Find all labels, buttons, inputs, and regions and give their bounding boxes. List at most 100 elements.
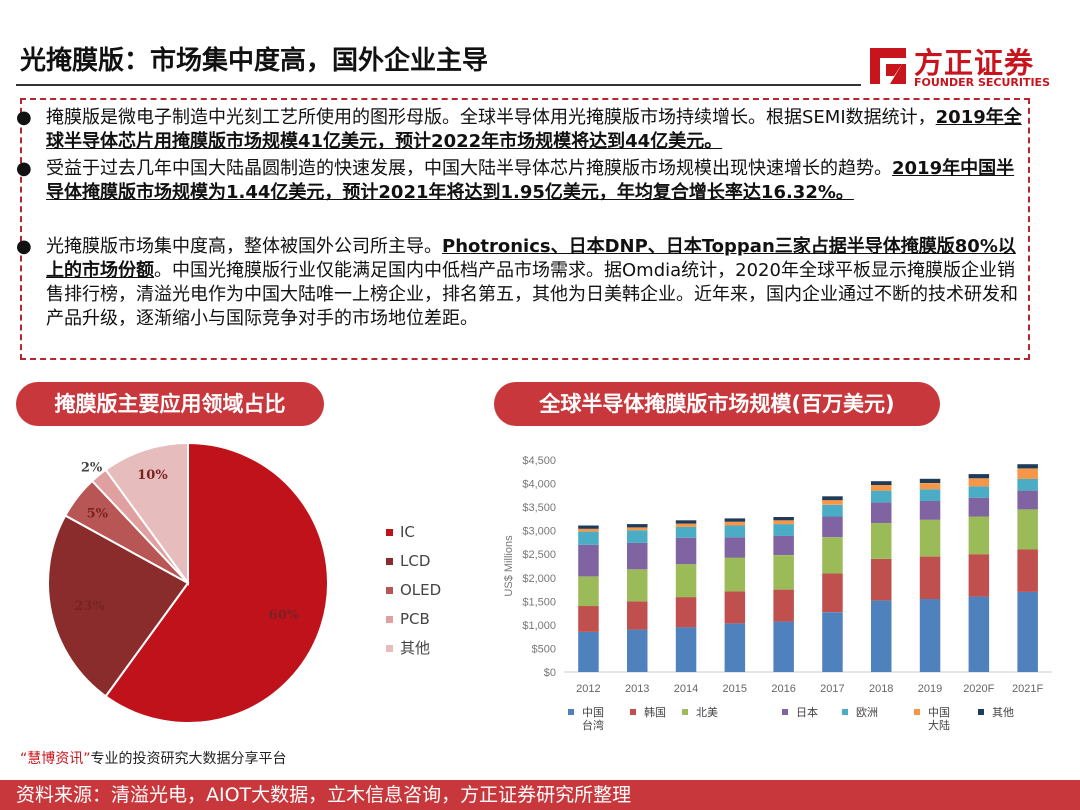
bar-segment-2012-中国台湾 (578, 632, 599, 672)
y-tick-label: $4,000 (522, 479, 556, 491)
bar-segment-2020F-韩国 (968, 554, 990, 597)
bar-legend-item: 中国大陆 (914, 706, 950, 732)
legend-swatch (842, 709, 848, 715)
bar-segment-2013-北美 (627, 569, 648, 602)
y-tick-label: $0 (544, 667, 556, 679)
bar-segment-2021F-中国大陆 (1017, 468, 1038, 479)
bar-segment-2019-欧洲 (919, 489, 941, 501)
bar-segment-2015-中国大陆 (724, 521, 746, 526)
x-tick-label: 2016 (771, 683, 795, 695)
bar-segment-2015-日本 (724, 537, 746, 558)
bar-segment-2012-日本 (578, 544, 599, 577)
bar-segment-2013-欧洲 (627, 530, 648, 543)
bar-segment-2021F-韩国 (1017, 549, 1038, 592)
bullet-3-text: 光掩膜版市场集中度高，整体被国外公司所主导。 (46, 236, 442, 257)
bar-legend-item: 其他 (978, 706, 1014, 719)
legend-label: IC (400, 523, 415, 541)
bar-segment-2013-其他 (627, 524, 648, 528)
bar-segment-2019-日本 (919, 501, 941, 520)
x-tick-label: 2021F (1012, 683, 1043, 695)
bar-legend-item: 韩国 (630, 705, 666, 719)
pie-value-label: 5% (87, 507, 109, 522)
legend-swatch (386, 529, 393, 536)
bullet-1: ● 掩膜版是微电子制造中光刻工艺所使用的图形母版。全球半导体用光掩膜版市场持续增… (16, 106, 1026, 154)
bar-segment-2013-中国大陆 (627, 527, 648, 531)
y-tick-label: $1,000 (522, 620, 556, 632)
bar-segment-2015-中国台湾 (724, 623, 746, 672)
pie-section-title: 掩膜版主要应用领域占比 (16, 382, 324, 426)
pie-slice-其他 (104, 441, 189, 587)
bar-segment-2012-欧洲 (578, 531, 599, 545)
bullet-2-text: 受益于过去几年中国大陆晶圆制造的快速发展，中国大陆半导体芯片掩膜版市场规模出现快… (46, 158, 892, 179)
x-tick-label: 2018 (869, 683, 893, 695)
bar-segment-2015-欧洲 (724, 525, 746, 538)
legend-swatch (782, 709, 788, 715)
pie-value-label: 23% (74, 599, 105, 614)
bar-segment-2016-日本 (773, 535, 794, 556)
company-logo: 方正证券 FOUNDER SECURITIES (866, 38, 1066, 94)
bar-segment-2017-韩国 (822, 573, 843, 613)
logo-name-cn: 方正证券 (914, 46, 1035, 80)
pie-value-label: 2% (81, 461, 103, 476)
pie-legend-item: OLED (386, 576, 441, 605)
bar-legend-item: 中国台湾 (568, 706, 604, 732)
page-title: 光掩膜版：市场集中度高，国外企业主导 (20, 46, 489, 76)
bar-segment-2017-中国大陆 (822, 500, 843, 505)
pie-chart: 60% 23% 5% 2% 10% (47, 441, 329, 724)
pie-value-label: 10% (137, 468, 168, 483)
x-tick-label: 2013 (625, 683, 649, 695)
bar-segment-2017-中国台湾 (822, 612, 843, 672)
footer-note-quote: “慧博资讯” (20, 751, 91, 767)
bar-segment-2016-欧洲 (773, 524, 794, 536)
bar-segment-2012-韩国 (578, 606, 599, 632)
bar-segment-2021F-中国台湾 (1017, 591, 1038, 672)
bar-segment-2020F-中国大陆 (968, 478, 990, 487)
legend-label: 日本 (796, 705, 818, 719)
bullet-dot-icon: ● (16, 107, 32, 128)
legend-swatch (386, 616, 393, 623)
bar-segment-2014-韩国 (675, 597, 697, 628)
legend-label: LCD (400, 552, 431, 570)
bar-segment-2016-其他 (773, 517, 794, 521)
bar-segment-2017-日本 (822, 516, 843, 538)
source-note: 资料来源：清溢光电，AIOT大数据，立木信息咨询，方正证券研究所整理 (16, 784, 632, 806)
x-tick-label: 2012 (576, 683, 600, 695)
legend-swatch (630, 709, 636, 715)
bar-segment-2019-韩国 (919, 556, 941, 599)
legend-label: OLED (400, 581, 442, 599)
legend-swatch (568, 709, 574, 715)
pie-value-label: 60% (269, 608, 300, 623)
footer-note: “慧博资讯”专业的投资研究大数据分享平台 (20, 748, 287, 768)
bar-segment-2020F-欧洲 (968, 486, 990, 498)
bar-segment-2021F-其他 (1017, 464, 1038, 469)
x-tick-label: 2020F (963, 683, 994, 695)
bar-segment-2019-中国台湾 (919, 599, 941, 672)
bar-segment-2018-中国大陆 (871, 485, 892, 491)
pie-legend-item: IC (386, 518, 441, 547)
pie-slice-IC (104, 441, 329, 724)
bullet-dot-icon: ● (16, 236, 32, 257)
bar-segment-2018-北美 (871, 523, 892, 559)
y-tick-label: $4,500 (522, 455, 556, 467)
bar-segment-2017-其他 (822, 496, 843, 501)
bar-segment-2018-中国台湾 (871, 600, 892, 672)
bullet-3-highlight: Photronics、日本DNP、日本Toppan三家占据半导体掩膜版80%以上… (46, 236, 1016, 281)
bar-segment-2021F-欧洲 (1017, 478, 1038, 491)
bar-segment-2020F-中国台湾 (968, 596, 990, 672)
legend-label: 中国大陆 (928, 706, 950, 732)
legend-label: 北美 (696, 706, 718, 719)
x-tick-label: 2015 (723, 683, 747, 695)
bar-section-title: 全球半导体掩膜版市场规模(百万美元) (494, 382, 940, 426)
bar-segment-2020F-北美 (968, 516, 990, 555)
legend-swatch (682, 709, 688, 715)
x-tick-label: 2019 (918, 683, 942, 695)
bar-segment-2015-北美 (724, 557, 746, 592)
bullet-1-highlight: 2019年全球半导体芯片用掩膜版市场规模41亿美元，预计2022年市场规模将达到… (46, 107, 1022, 152)
pie-legend-item: 其他 (386, 634, 441, 663)
bullet-3-tail: 。中国光掩膜版行业仅能满足国内中低档产品市场需求。据Omdia统计，2020年全… (46, 260, 1018, 329)
y-tick-label: $3,500 (522, 502, 556, 514)
bar-segment-2014-中国台湾 (675, 627, 697, 672)
bar-segment-2018-韩国 (871, 558, 892, 601)
bullet-dot-icon: ● (16, 158, 32, 179)
bar-segment-2021F-北美 (1017, 509, 1038, 550)
